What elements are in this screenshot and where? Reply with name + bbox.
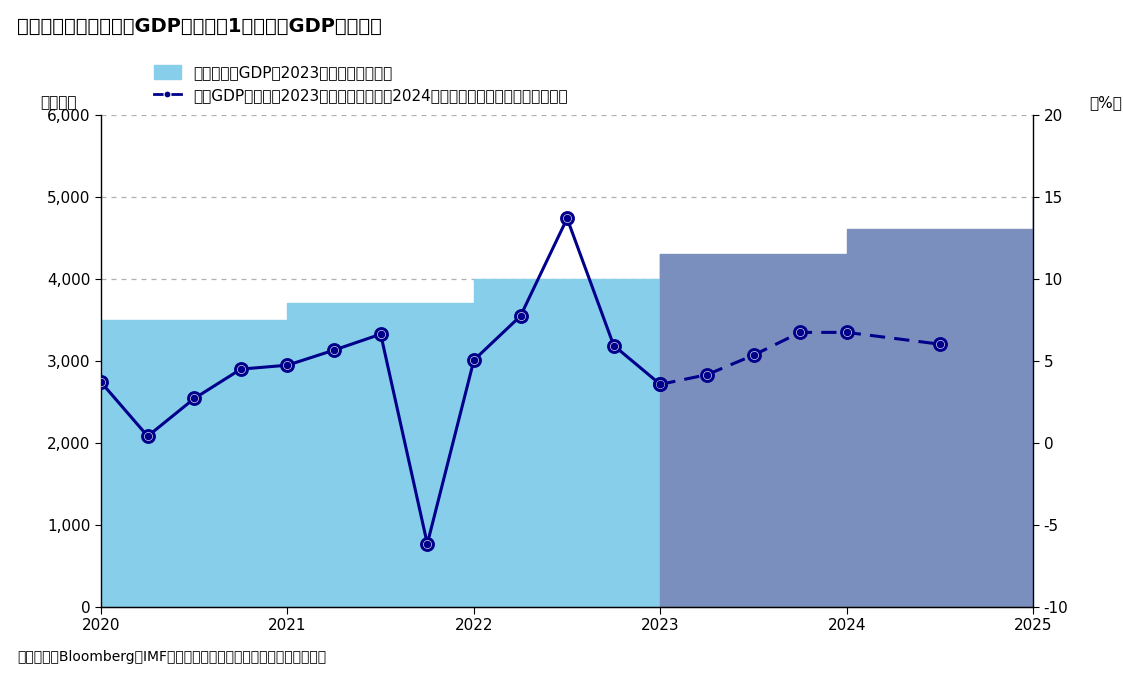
Text: （%）: （%） bbox=[1089, 94, 1122, 110]
Text: （出所）　Bloomberg、IMFをもとに住友商事グローバルリサーチ作成: （出所） Bloomberg、IMFをもとに住友商事グローバルリサーチ作成 bbox=[17, 650, 326, 664]
Text: （ドル）: （ドル） bbox=[40, 94, 77, 110]
Legend: １人当たりGDP（2023年以降は見通し）, 実質GDP成長率（2023年までは四半期、2024年以降は通年の見通し）　（右）: １人当たりGDP（2023年以降は見通し）, 実質GDP成長率（2023年までは… bbox=[154, 65, 568, 102]
Text: 【図　ベトナムの実質GDP成長率と1人当たりGDPの推移】: 【図 ベトナムの実質GDP成長率と1人当たりGDPの推移】 bbox=[17, 17, 382, 36]
